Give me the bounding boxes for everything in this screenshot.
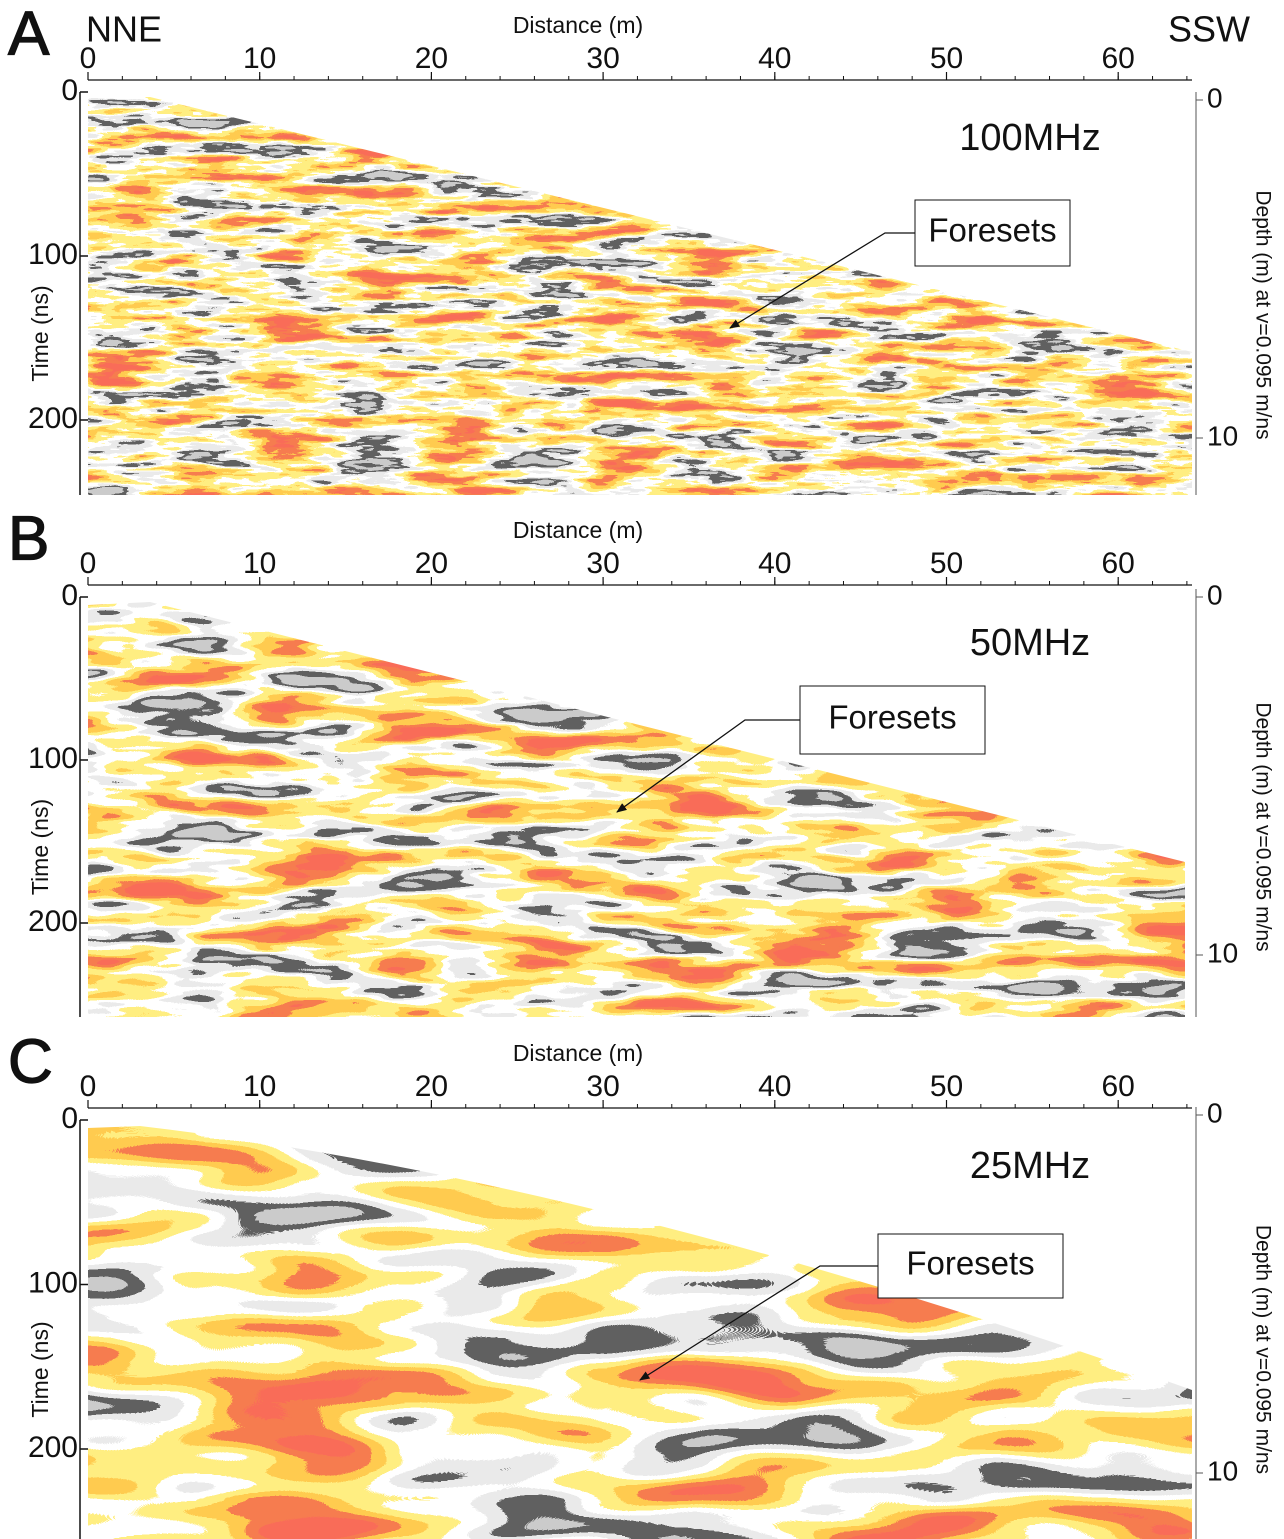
y2-tick-label: 10 [1207,1455,1238,1486]
x-tick-label: 60 [1102,42,1135,75]
x-axis-title: Distance (m) [513,12,643,38]
y-axis-title: Time (ns) [27,1321,53,1417]
x-tick-label: 40 [758,42,791,75]
x-tick-label: 20 [415,547,448,580]
x-tick-label: 20 [415,1070,448,1103]
y2-axis-title: Depth (m) at v=0.095 m/ns [1251,1225,1274,1474]
x-tick-label: 50 [930,1070,963,1103]
annotation-label: Foresets [906,1245,1034,1282]
x-tick-label: 20 [415,42,448,75]
x-tick-label: 40 [758,1070,791,1103]
y-tick-label: 200 [28,905,78,938]
x-axis-title: Distance (m) [513,517,643,543]
annotation-arrow [729,232,915,329]
frequency-label: 25MHz [970,1145,1090,1187]
annotation-label: Foresets [828,699,956,736]
x-axis-title: Distance (m) [513,1040,643,1066]
y2-tick-label: 0 [1207,1097,1223,1128]
x-tick-label: 60 [1102,1070,1135,1103]
annotation-arrow [639,1265,878,1381]
y2-tick-label: 0 [1207,82,1223,113]
y2-axis-title: Depth (m) at v=0.095 m/ns [1251,702,1274,951]
x-tick-label: 30 [586,42,619,75]
annotation-label: Foresets [928,212,1056,249]
x-tick-label: 10 [243,42,276,75]
annotation-box [877,1233,1064,1299]
y2-tick-label: 10 [1207,937,1238,968]
y2-axis-title: Depth (m) at v=0.095 m/ns [1251,190,1274,439]
y-axis-title: Time (ns) [27,799,53,895]
x-tick-label: 40 [758,547,791,580]
frequency-label: 50MHz [970,622,1090,664]
panel-letter: C [8,1027,53,1096]
frequency-label: 100MHz [959,117,1101,159]
x-tick-label: 0 [80,1070,97,1103]
x-tick-label: 60 [1102,547,1135,580]
direction-label: SSW [1168,9,1250,50]
y-tick-label: 100 [28,742,78,775]
x-tick-label: 0 [80,42,97,75]
x-tick-label: 0 [80,547,97,580]
x-tick-label: 50 [930,42,963,75]
x-tick-label: 50 [930,547,963,580]
y2-tick-label: 10 [1207,420,1238,451]
annotation-box [914,199,1071,267]
y-tick-label: 200 [28,1431,78,1464]
annotation-box [799,685,986,755]
direction-label: NNE [86,9,162,50]
y-tick-label: 200 [28,402,78,435]
x-tick-label: 30 [586,1070,619,1103]
y-tick-label: 0 [61,579,78,612]
y-tick-label: 100 [28,238,78,271]
panel-letter: B [8,504,49,573]
y-tick-label: 0 [61,1102,78,1135]
y-tick-label: 0 [61,74,78,107]
panel-letter: A [8,0,50,68]
y-tick-label: 100 [28,1266,78,1299]
x-tick-label: 30 [586,547,619,580]
y2-tick-label: 0 [1207,579,1223,610]
x-tick-label: 10 [243,1070,276,1103]
y-axis-title: Time (ns) [27,285,53,381]
annotation-arrow [616,719,800,813]
x-tick-label: 10 [243,547,276,580]
